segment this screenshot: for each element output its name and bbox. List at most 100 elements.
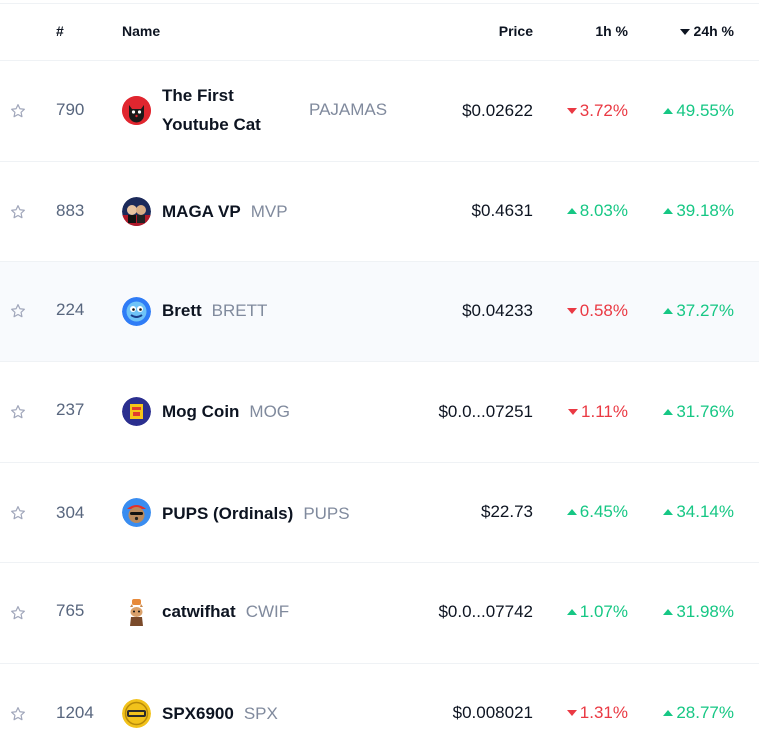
- change-24h-value: 39.18%: [676, 201, 734, 220]
- header-name[interactable]: Name: [122, 23, 161, 39]
- coin-name-text: MAGA VP: [162, 202, 241, 221]
- change-24h-value: 49.55%: [676, 101, 734, 120]
- coin-name[interactable]: PUPS (Ordinals) PUPS: [162, 501, 350, 526]
- table-header: # Name Price 1h % 24h %: [0, 4, 759, 61]
- change-1h-value: 6.45%: [579, 502, 628, 521]
- change-1h-value: 1.07%: [579, 602, 628, 621]
- coin-name-text: Mog Coin: [162, 402, 240, 421]
- coin-name[interactable]: Brett BRETT: [162, 298, 267, 323]
- black-cat-icon: [122, 96, 151, 125]
- caret-down-icon: [566, 308, 577, 314]
- change-24h-value: 31.98%: [676, 602, 734, 621]
- coin-symbol: PAJAMAS: [309, 100, 388, 119]
- star-watchlist-icon[interactable]: [10, 706, 26, 722]
- coin-name[interactable]: Mog Coin MOG: [162, 399, 290, 424]
- change-24h-value: 34.14%: [676, 502, 734, 521]
- coin-symbol: SPX: [243, 704, 278, 723]
- caret-up-icon: [663, 409, 674, 415]
- table-row[interactable]: 224 Brett BRETT $0.04233 0.58% 37.27%: [0, 262, 759, 362]
- change-1h-value: 1.11%: [581, 402, 628, 421]
- price: $0.02622: [462, 101, 533, 120]
- change-1h: 3.72%: [566, 101, 628, 121]
- change-1h: 6.45%: [566, 502, 628, 522]
- price: $0.0...07742: [438, 602, 533, 621]
- rank: 1204: [56, 703, 94, 722]
- coin-name[interactable]: SPX6900 SPX: [162, 701, 278, 726]
- star-watchlist-icon[interactable]: [10, 505, 26, 521]
- change-1h: 1.31%: [566, 703, 628, 723]
- star-watchlist-icon[interactable]: [10, 303, 26, 319]
- change-24h: 49.55%: [663, 101, 734, 121]
- coin-name-text: PUPS (Ordinals): [162, 504, 294, 523]
- change-24h-value: 37.27%: [676, 301, 734, 320]
- coin-name[interactable]: The First Youtube Cat: [162, 83, 261, 137]
- coin-name-line1: The First: [162, 86, 234, 105]
- table-row[interactable]: 883 MAGA VP MVP $0.4631 8.03% 39.18%: [0, 162, 759, 262]
- coin-symbol: PUPS: [303, 504, 350, 523]
- coin-symbol: MVP: [250, 202, 288, 221]
- coin-name[interactable]: catwifhat CWIF: [162, 599, 289, 624]
- table-row[interactable]: 790 The First Youtube Cat PAJAMAS $0.026…: [0, 61, 759, 162]
- pup-icon: [122, 498, 151, 527]
- top-divider: [0, 3, 759, 4]
- header-24h-change[interactable]: 24h %: [679, 23, 734, 39]
- change-24h: 39.18%: [663, 201, 734, 221]
- mog-coin-icon: [122, 397, 151, 426]
- change-1h-value: 1.31%: [579, 703, 628, 722]
- spx-coin-icon: [122, 699, 151, 728]
- price: $0.4631: [471, 201, 533, 220]
- change-1h: 1.11%: [568, 402, 628, 422]
- price: $0.04233: [462, 301, 533, 320]
- change-24h: 37.27%: [663, 301, 734, 321]
- caret-up-icon: [663, 609, 674, 615]
- change-1h: 8.03%: [566, 201, 628, 221]
- star-watchlist-icon[interactable]: [10, 404, 26, 420]
- header-price[interactable]: Price: [498, 23, 533, 39]
- caret-up-icon: [663, 308, 674, 314]
- header-24h-label: 24h %: [693, 23, 734, 39]
- coin-symbol: MOG: [249, 402, 291, 421]
- change-1h: 1.07%: [566, 602, 628, 622]
- caret-up-icon: [566, 609, 577, 615]
- rank: 883: [56, 201, 85, 220]
- rank: 790: [56, 100, 85, 119]
- change-24h-value: 31.76%: [676, 402, 734, 421]
- coin-name[interactable]: MAGA VP MVP: [162, 199, 288, 224]
- maga-vp-portrait-icon: [122, 197, 151, 226]
- price: $22.73: [481, 502, 533, 521]
- header-rank[interactable]: #: [56, 23, 64, 39]
- star-watchlist-icon[interactable]: [10, 103, 26, 119]
- star-watchlist-icon[interactable]: [10, 605, 26, 621]
- coin-name-text: SPX6900: [162, 704, 234, 723]
- table-row[interactable]: 237 Mog Coin MOG $0.0...07251 1.11% 31.76…: [0, 362, 759, 463]
- caret-up-icon: [663, 108, 674, 114]
- table-row[interactable]: 304 PUPS (Ordinals) PUPS $22.73 6.45% 34.…: [0, 463, 759, 563]
- caret-up-icon: [663, 509, 674, 515]
- caret-up-icon: [663, 208, 674, 214]
- change-24h-value: 28.77%: [676, 703, 734, 722]
- price: $0.008021: [452, 703, 533, 722]
- cat-with-hat-icon: [122, 598, 151, 627]
- rank: 224: [56, 300, 85, 319]
- caret-up-icon: [566, 509, 577, 515]
- coin-name-text: catwifhat: [162, 602, 236, 621]
- change-24h: 28.77%: [663, 703, 734, 723]
- change-1h-value: 0.58%: [579, 301, 628, 320]
- rank: 237: [56, 400, 85, 419]
- rank: 765: [56, 601, 85, 620]
- coin-name-text: Brett: [162, 301, 202, 320]
- change-1h-value: 8.03%: [579, 201, 628, 220]
- table-row[interactable]: 765 catwifhat CWIF $0.0...07742 1.07% 31.…: [0, 563, 759, 664]
- header-1h-change[interactable]: 1h %: [595, 23, 628, 39]
- caret-up-icon: [566, 208, 577, 214]
- star-watchlist-icon[interactable]: [10, 204, 26, 220]
- change-1h-value: 3.72%: [579, 101, 628, 120]
- change-1h: 0.58%: [566, 301, 628, 321]
- caret-down-icon: [566, 108, 577, 114]
- coin-symbol: BRETT: [211, 301, 268, 320]
- table-row[interactable]: 1204 SPX6900 SPX $0.008021 1.31% 28.77%: [0, 664, 759, 742]
- caret-up-icon: [663, 710, 674, 716]
- change-24h: 31.76%: [663, 402, 734, 422]
- rank: 304: [56, 503, 85, 522]
- caret-down-icon: [568, 409, 579, 415]
